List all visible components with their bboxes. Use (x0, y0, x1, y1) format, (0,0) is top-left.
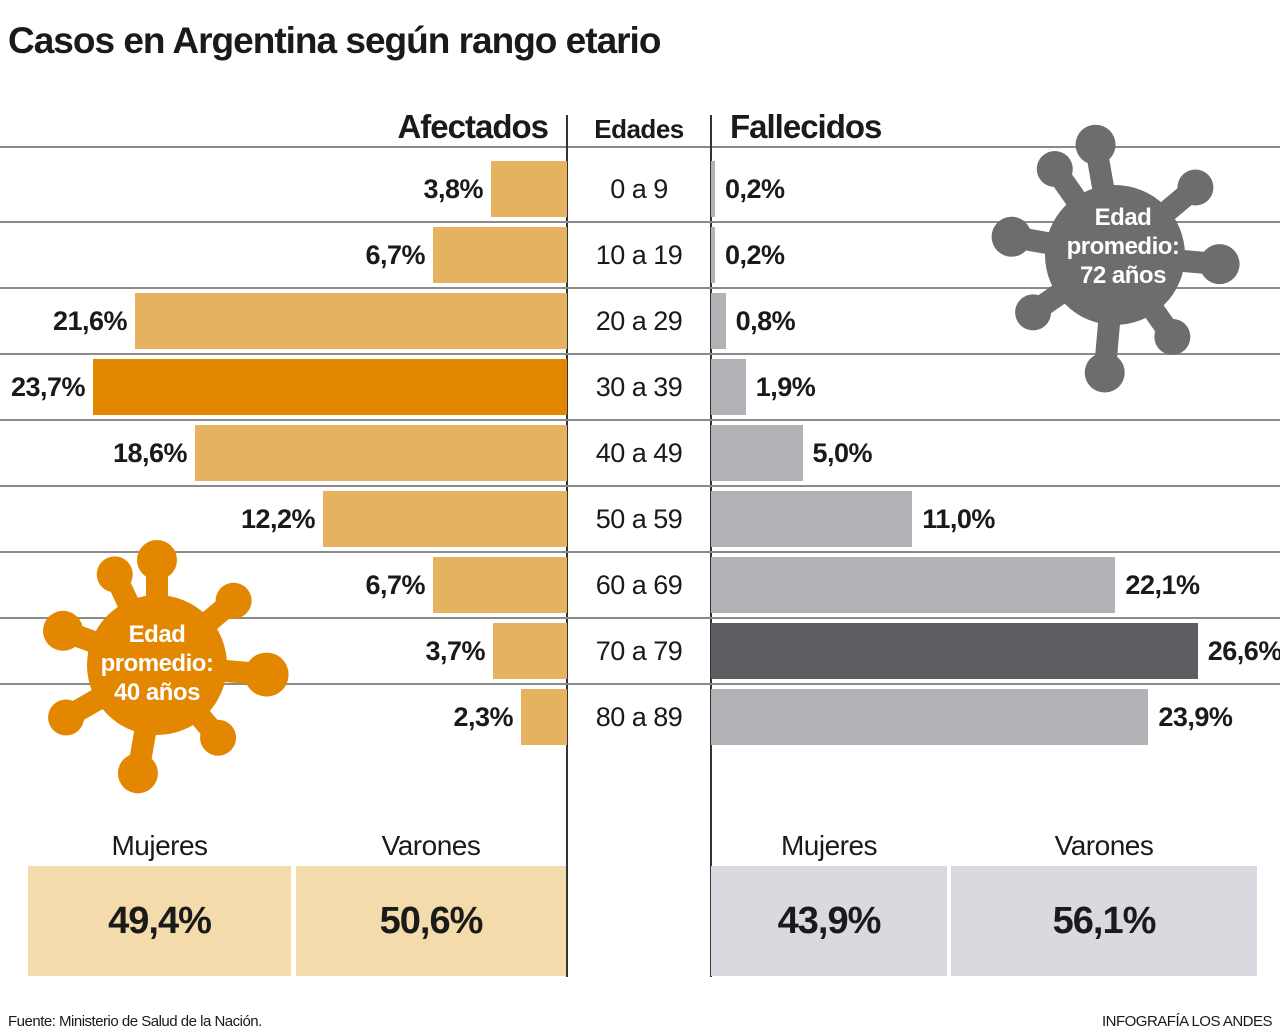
afectados-bar (93, 359, 567, 415)
afectados-value-label: 23,7% (10, 372, 86, 402)
orange-virus-icon (43, 540, 289, 794)
fallecidos-header: Fallecidos (730, 108, 882, 145)
fallecidos-value-label: 0,2% (725, 174, 785, 204)
afectados-value-label: 6,7% (365, 240, 425, 270)
afectados-value-label: 21,6% (52, 306, 128, 336)
fallecidos-mujeres-label: Mujeres (780, 830, 878, 861)
age-range-label: 40 a 49 (595, 438, 683, 468)
afectados-bar (433, 557, 567, 613)
afectados-bar (493, 623, 567, 679)
age-range-label: 60 a 69 (595, 570, 683, 600)
fallecidos-value-label: 26,6% (1207, 636, 1280, 666)
afectados-header: Afectados (397, 108, 549, 145)
fallecidos-bar (711, 689, 1149, 745)
virus-text-line: promedio: (1066, 233, 1180, 260)
age-range-label: 50 a 59 (595, 504, 683, 534)
header-divider (0, 146, 1280, 148)
fallecidos-bar (711, 491, 913, 547)
fallecidos-value-label: 0,8% (735, 306, 796, 336)
afectados-mujeres-value: 49,4% (28, 866, 291, 976)
age-range-label: 80 a 89 (595, 702, 683, 732)
afectados-bar (433, 227, 567, 283)
fallecidos-bar (711, 161, 715, 217)
fallecidos-bar (711, 293, 726, 349)
row-divider (0, 551, 1280, 553)
fallecidos-value-label: 1,9% (755, 372, 816, 402)
age-range-label: 10 a 19 (595, 240, 683, 270)
row-divider (0, 353, 1280, 355)
afectados-bar (521, 689, 567, 745)
afectados-bar (491, 161, 567, 217)
row-divider (0, 485, 1280, 487)
fallecidos-value-label: 23,9% (1158, 702, 1233, 732)
edades-header: Edades (594, 114, 684, 144)
afectados-value-label: 12,2% (240, 504, 316, 534)
fallecidos-value-label: 5,0% (812, 438, 873, 468)
fallecidos-bar (711, 557, 1116, 613)
fallecidos-varones-label: Varones (1054, 830, 1154, 861)
fallecidos-bar (711, 227, 715, 283)
virus-text-line: 40 años (114, 679, 200, 706)
fallecidos-mujeres-value: 43,9% (711, 866, 947, 976)
fallecidos-bar (711, 623, 1198, 679)
virus-text-line: 72 años (1080, 262, 1166, 289)
afectados-varones-value: 50,6% (296, 866, 566, 976)
chart-title: Casos en Argentina según rango etario (8, 20, 661, 61)
fallecidos-value-label: 22,1% (1125, 570, 1200, 600)
fallecidos-bar (711, 359, 746, 415)
afectados-value-label: 6,7% (365, 570, 425, 600)
afectados-average-age: Edad promedio: 40 años (82, 620, 232, 707)
left-axis-line (566, 115, 568, 977)
virus-text-line: promedio: (100, 650, 214, 677)
row-divider (0, 419, 1280, 421)
afectados-bar (135, 293, 567, 349)
afectados-value-label: 3,7% (425, 636, 485, 666)
afectados-value-label: 18,6% (112, 438, 188, 468)
afectados-mujeres-label: Mujeres (111, 830, 208, 861)
age-range-label: 0 a 9 (610, 174, 668, 204)
afectados-varones-label: Varones (381, 830, 481, 861)
fallecidos-varones-value: 56,1% (951, 866, 1257, 976)
source-note: Fuente: Ministerio de Salud de la Nación… (8, 1013, 262, 1030)
credit: INFOGRAFÍA LOS ANDES (1101, 1013, 1273, 1030)
afectados-bar (195, 425, 567, 481)
gray-virus-icon (991, 124, 1240, 393)
fallecidos-value-label: 0,2% (725, 240, 785, 270)
row-divider (0, 287, 1280, 289)
age-range-label: 30 a 39 (595, 372, 683, 402)
afectados-bar (323, 491, 567, 547)
row-divider (0, 221, 1280, 223)
virus-text-line: Edad (1094, 204, 1152, 231)
fallecidos-bar (711, 425, 803, 481)
afectados-value-label: 3,8% (423, 174, 483, 204)
age-range-label: 70 a 79 (595, 636, 683, 666)
afectados-value-label: 2,3% (453, 702, 513, 732)
fallecidos-average-age: Edad promedio: 72 años (1048, 203, 1198, 290)
virus-text-line: Edad (128, 621, 186, 648)
row-divider (0, 683, 1280, 685)
age-range-label: 20 a 29 (595, 306, 683, 336)
row-divider (0, 617, 1280, 619)
fallecidos-value-label: 11,0% (922, 504, 995, 534)
